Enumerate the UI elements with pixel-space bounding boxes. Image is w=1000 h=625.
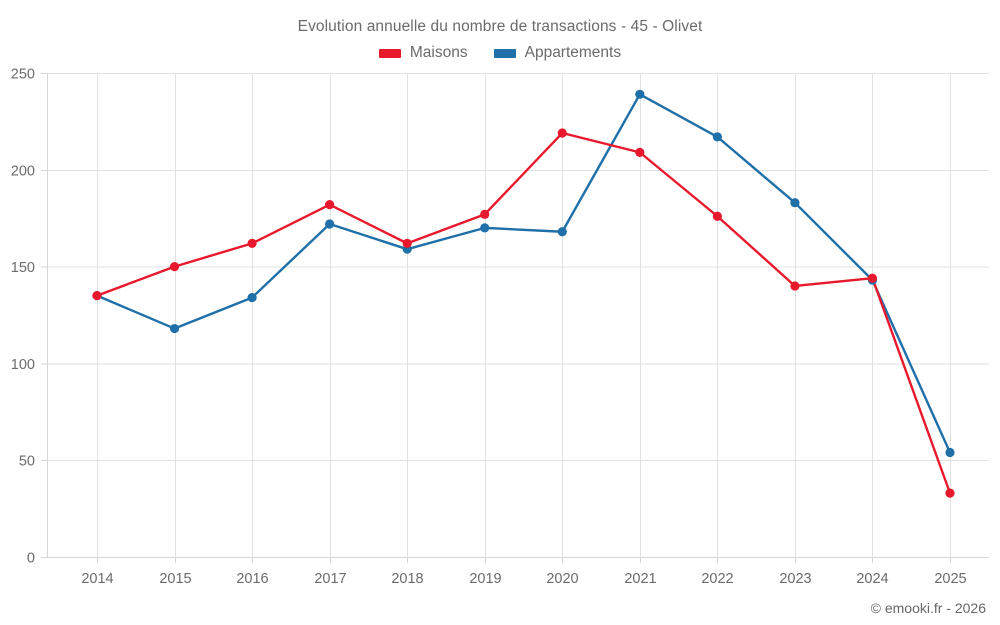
data-point-marker[interactable] [790, 198, 800, 208]
y-axis-tick-label: 200 [11, 163, 35, 179]
data-point-marker[interactable] [945, 488, 955, 498]
legend-label-appartements: Appartements [524, 44, 622, 61]
x-axis-tick-label: 2020 [546, 571, 578, 587]
footer-credit: © emooki.fr - 2026 [870, 600, 986, 616]
x-axis-tick-label: 2019 [469, 571, 501, 587]
data-point-marker[interactable] [945, 447, 955, 458]
x-axis-tick-label: 2014 [81, 571, 113, 587]
legend-swatch-maisons [378, 48, 401, 58]
legend-label-maisons: Maisons [409, 44, 468, 61]
x-axis-tick-label: 2023 [779, 571, 811, 587]
data-point-marker[interactable] [557, 227, 567, 237]
x-axis-tick-label: 2018 [391, 571, 423, 587]
x-axis-tick-label: 2024 [856, 571, 888, 587]
data-point-marker[interactable] [247, 238, 257, 248]
data-point-marker[interactable] [480, 209, 490, 219]
data-point-marker[interactable] [480, 223, 490, 233]
data-point-marker[interactable] [247, 292, 257, 303]
data-point-marker[interactable] [325, 219, 335, 229]
y-axis-tick-label: 50 [19, 454, 35, 470]
data-point-marker[interactable] [325, 200, 335, 210]
x-axis-tick-label: 2017 [314, 571, 346, 587]
chart-legend: Maisons Appartements [0, 44, 1000, 62]
data-point-marker[interactable] [635, 147, 645, 157]
x-axis-tick-label: 2021 [624, 571, 656, 587]
y-axis-tick-label: 150 [11, 260, 35, 276]
data-point-marker[interactable] [557, 128, 567, 138]
data-point-marker[interactable] [712, 211, 722, 221]
data-point-marker[interactable] [92, 291, 102, 301]
series-line-maisons [95, 131, 952, 495]
data-point-marker[interactable] [169, 323, 180, 334]
data-point-marker[interactable] [635, 89, 645, 99]
legend-swatch-appartements [493, 48, 516, 58]
series-line-appartements [95, 93, 952, 454]
y-axis-tick-label: 0 [27, 551, 35, 567]
data-point-marker[interactable] [712, 132, 722, 142]
chart-title: Evolution annuelle du nombre de transact… [297, 18, 703, 35]
y-axis-tick-label: 250 [11, 67, 35, 83]
x-axis-tick-label: 2022 [701, 571, 733, 587]
legend-item-appartements[interactable]: Appartements [493, 44, 622, 62]
data-point-marker[interactable] [169, 262, 180, 272]
y-axis-tick-label: 100 [11, 357, 35, 373]
legend-item-maisons[interactable]: Maisons [378, 44, 468, 62]
data-point-marker[interactable] [402, 238, 412, 248]
data-point-marker[interactable] [867, 273, 878, 283]
x-axis-tick-label: 2015 [159, 571, 191, 587]
data-point-marker[interactable] [790, 281, 800, 291]
x-axis-tick-label: 2016 [236, 571, 268, 587]
x-axis-tick-label: 2025 [934, 571, 966, 587]
